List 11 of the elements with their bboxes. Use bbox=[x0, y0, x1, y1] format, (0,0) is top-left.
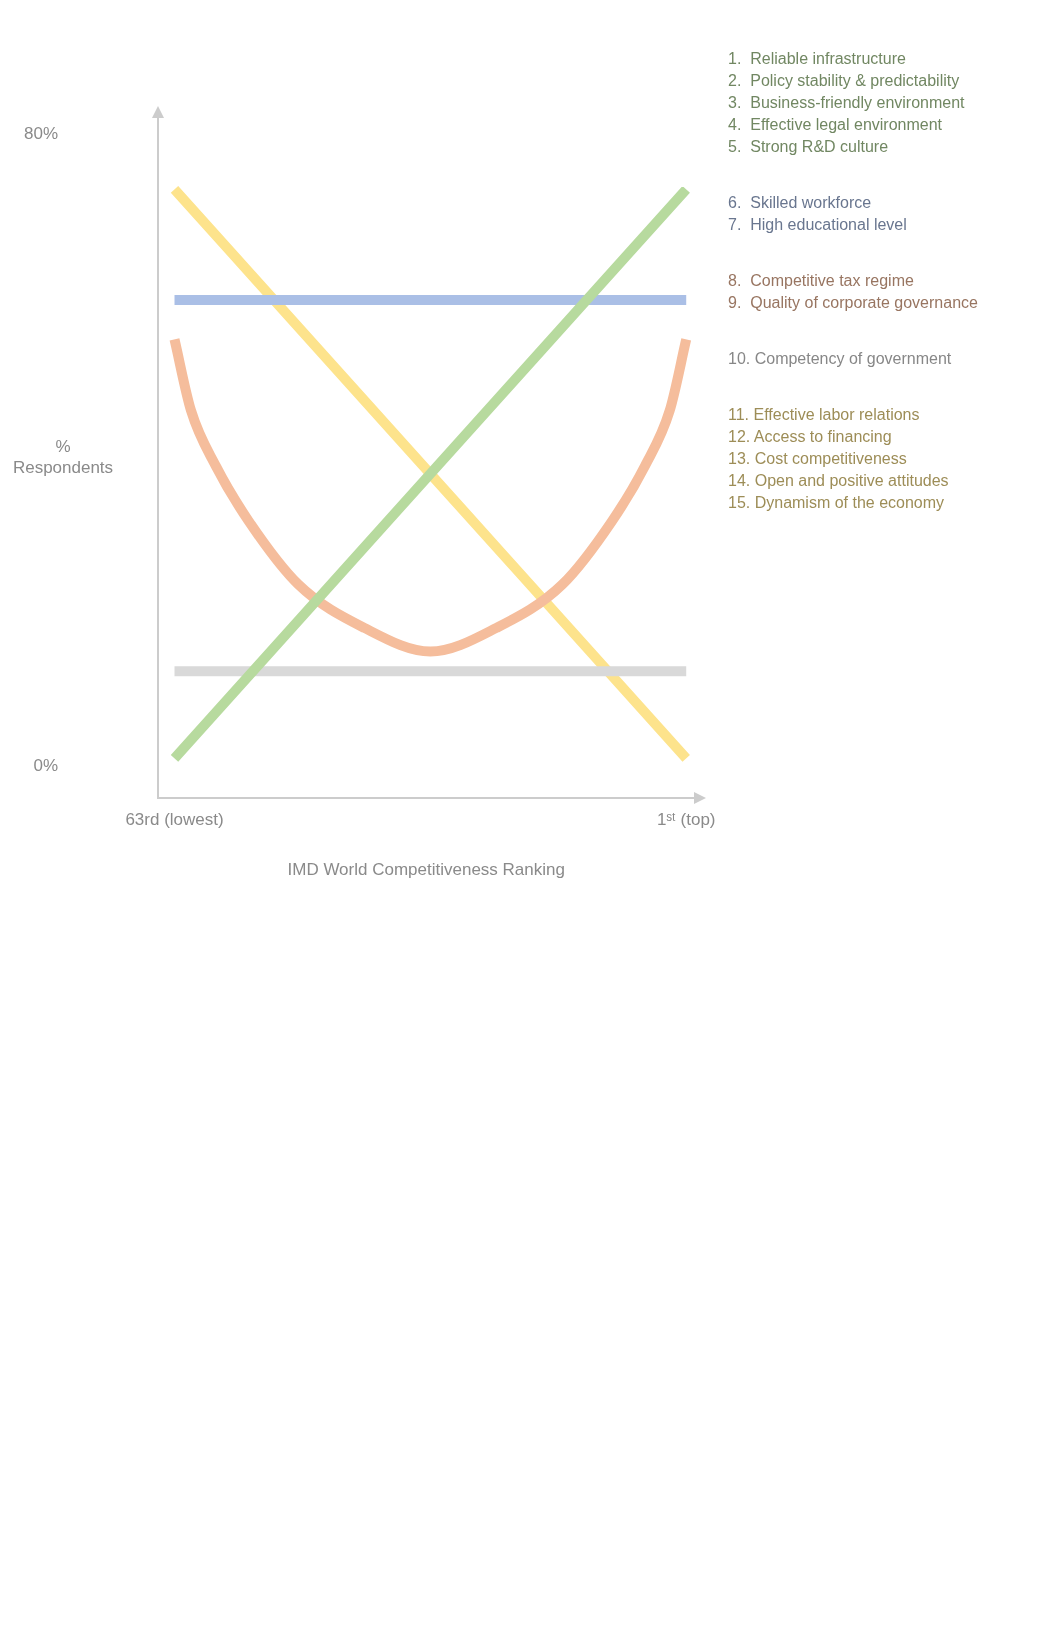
text: 8. Competitive tax regime 9. Quality of corporate governance bbox=[728, 271, 979, 313]
x-axis-title: IMD World Competitiveness Ranking bbox=[287, 860, 565, 880]
y-axis-title: % Respondents bbox=[12, 437, 114, 478]
text: 10. Competency of government bbox=[728, 349, 953, 369]
x-tick-label: 1ˢᵗ (top) bbox=[656, 809, 716, 829]
x-tick-label: 63rd (lowest) bbox=[125, 809, 224, 829]
y-tick-label: 0% bbox=[33, 755, 58, 775]
y-tick-label: 80% bbox=[23, 123, 58, 143]
text: 6. Skilled workforce 7. High educational level bbox=[728, 193, 908, 235]
text: 11. Effective labor relations 12. Access to financing 13. Cost competitiveness 14. Open and positive attitudes 15. Dynamism of the economy bbox=[728, 405, 950, 513]
text: 1. Reliable infrastructure 2. Policy stability & predictability 3. Business-friendly environment 4. Effective legal environment 5. Strong R&D culture bbox=[728, 49, 966, 157]
